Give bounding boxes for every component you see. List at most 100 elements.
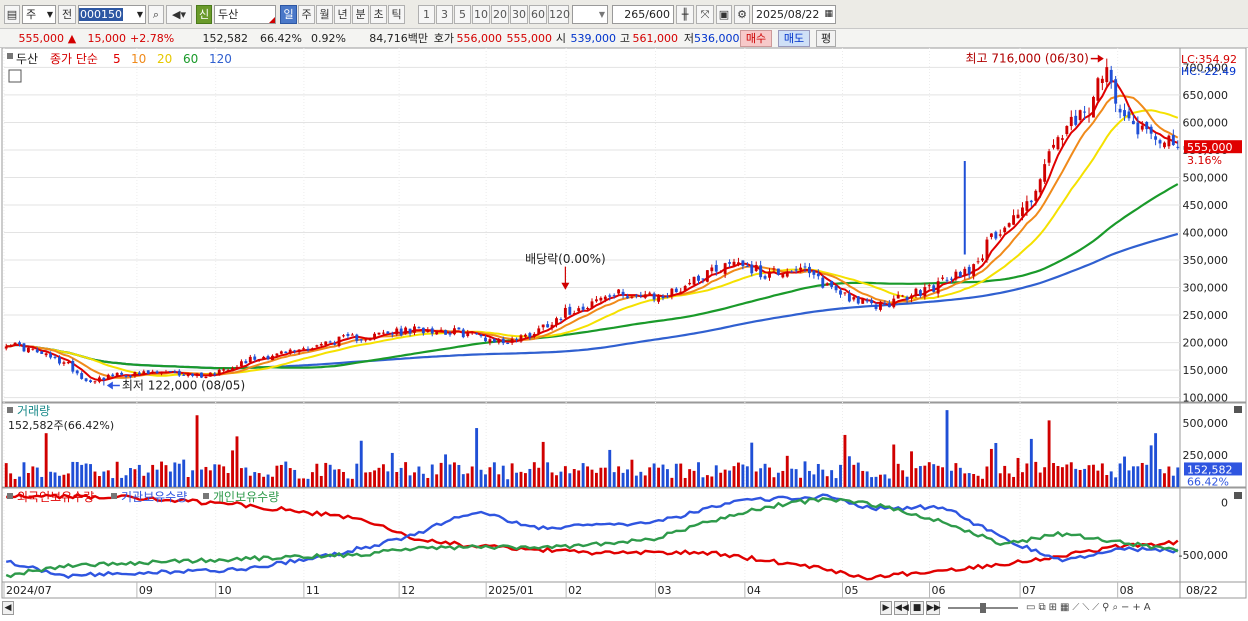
candle-body — [790, 271, 794, 273]
volume-bar — [1065, 464, 1069, 487]
period-button-6[interactable]: 틱 — [388, 5, 405, 24]
candle-body — [1114, 79, 1118, 104]
new-listing-badge[interactable]: 신 — [196, 5, 212, 24]
volume-bar — [985, 466, 989, 487]
candle-body — [896, 295, 900, 299]
volume-bar — [1105, 474, 1109, 487]
stock-name-field[interactable]: 두산 — [214, 5, 276, 24]
period-button-1[interactable]: 주 — [298, 5, 315, 24]
period-button-4[interactable]: 분 — [352, 5, 369, 24]
crosshair-icon[interactable]: ⤧ — [696, 5, 714, 24]
candle-body — [794, 269, 798, 271]
minute-button-0[interactable]: 1 — [418, 5, 435, 24]
rewind-icon[interactable]: ◀◀ — [894, 601, 909, 615]
candle-body — [346, 334, 350, 336]
candle-body — [812, 270, 816, 275]
candle-body — [31, 348, 35, 350]
volume-bar — [839, 464, 842, 487]
minute-button-1[interactable]: 3 — [436, 5, 453, 24]
x-tick-label: 2025/01 — [488, 584, 534, 597]
minute-button-7[interactable]: 120 — [548, 5, 570, 24]
x-tick-label: 09 — [139, 584, 153, 597]
volume-bar — [572, 469, 576, 487]
candle-body — [475, 333, 479, 335]
candle-body — [89, 380, 92, 383]
fast-forward-icon[interactable]: ▶▶ — [926, 601, 941, 615]
minute-button-6[interactable]: 60 — [529, 5, 547, 24]
low-annotation: 최저 122,000 (08/05) — [122, 378, 245, 392]
volume-bar — [550, 472, 554, 487]
candle-body — [66, 362, 70, 364]
volume-bar — [506, 479, 510, 487]
candle-body — [692, 276, 696, 285]
volume-bar — [612, 472, 616, 487]
volume-bar — [825, 476, 829, 487]
volume-bar — [732, 466, 736, 487]
volume-bar — [1047, 420, 1051, 487]
prev-button[interactable]: 전 — [58, 5, 76, 24]
volume-bar — [155, 469, 159, 487]
chevron-down-icon: ▼ — [598, 10, 605, 19]
candle-body — [763, 276, 767, 279]
x-tick-label: 07 — [1022, 584, 1036, 597]
volume-bar — [253, 472, 257, 487]
candle-body — [399, 328, 403, 336]
candle-body — [1171, 134, 1175, 146]
date-field[interactable]: 2025/08/22 ▦ — [752, 5, 836, 24]
period-button-0[interactable]: 일 — [280, 5, 297, 24]
candle-body — [1038, 179, 1042, 193]
window-menu-icon[interactable]: ▤ — [4, 5, 20, 24]
candle-body — [1003, 227, 1007, 233]
volume-bar — [1096, 470, 1100, 487]
volume-bar — [950, 470, 953, 487]
candle-body — [146, 370, 150, 374]
volume-bar — [191, 470, 195, 487]
volume-bar — [13, 478, 17, 487]
gear-icon[interactable]: ⚙ — [734, 5, 750, 24]
volume-bar — [71, 461, 75, 487]
volume-bar — [266, 474, 270, 487]
minute-button-3[interactable]: 10 — [472, 5, 490, 24]
candle-body — [195, 373, 199, 377]
average-button[interactable]: 평 — [816, 30, 836, 47]
sell-button[interactable]: 매도 — [778, 30, 810, 47]
minute-button-4[interactable]: 20 — [491, 5, 509, 24]
speaker-icon[interactable]: ◀▾ — [166, 5, 192, 24]
x-tick-label: 08 — [1120, 584, 1134, 597]
candle-body — [53, 356, 57, 358]
buy-button[interactable]: 매수 — [740, 30, 772, 47]
candle-body — [479, 334, 483, 337]
search-icon[interactable]: ⌕ — [148, 5, 164, 24]
candle-body — [1176, 146, 1180, 148]
scroll-left-icon[interactable]: ◀ — [2, 601, 14, 615]
period-type-select[interactable]: 주 ▼ — [22, 5, 56, 24]
volume-bar — [1038, 472, 1042, 487]
chart-area[interactable]: 100,000 150,000 200,000 250,000 300,000 350,0… — [0, 48, 1248, 621]
scroll-right-icon[interactable]: ▶ — [880, 601, 892, 615]
candle-body — [998, 234, 1002, 236]
interval-select[interactable]: ▼ — [572, 5, 608, 24]
code-input[interactable]: 000150 ▼ — [78, 5, 146, 24]
data-count-field[interactable]: 265/600 — [612, 5, 674, 24]
chart-tool-icons[interactable]: ▭⧉⊞▦⟋⟍⟋⚲⌕−+A — [1026, 602, 1154, 613]
candle-body — [754, 264, 758, 271]
price-tick-label: 300,000 — [1183, 282, 1229, 295]
candle-type-icon[interactable]: ╫ — [676, 5, 694, 24]
volume-bar — [688, 469, 692, 487]
save-icon[interactable]: ▣ — [716, 5, 732, 24]
volume-bar — [142, 475, 146, 487]
volume-bar — [315, 463, 319, 487]
stop-icon[interactable]: ■ — [910, 601, 924, 615]
volume-panel-title: 거래량 — [17, 404, 50, 418]
minute-button-2[interactable]: 5 — [454, 5, 471, 24]
candle-body — [1083, 111, 1087, 113]
quote-amount: 84,716백만 — [369, 32, 428, 45]
period-button-5[interactable]: 초 — [370, 5, 387, 24]
volume-bar — [874, 476, 878, 487]
minute-button-5[interactable]: 30 — [510, 5, 528, 24]
panel-frame — [1, 48, 1247, 403]
zoom-slider-handle[interactable] — [980, 603, 986, 613]
period-button-2[interactable]: 월 — [316, 5, 333, 24]
period-button-3[interactable]: 년 — [334, 5, 351, 24]
volume-bar — [768, 467, 771, 487]
